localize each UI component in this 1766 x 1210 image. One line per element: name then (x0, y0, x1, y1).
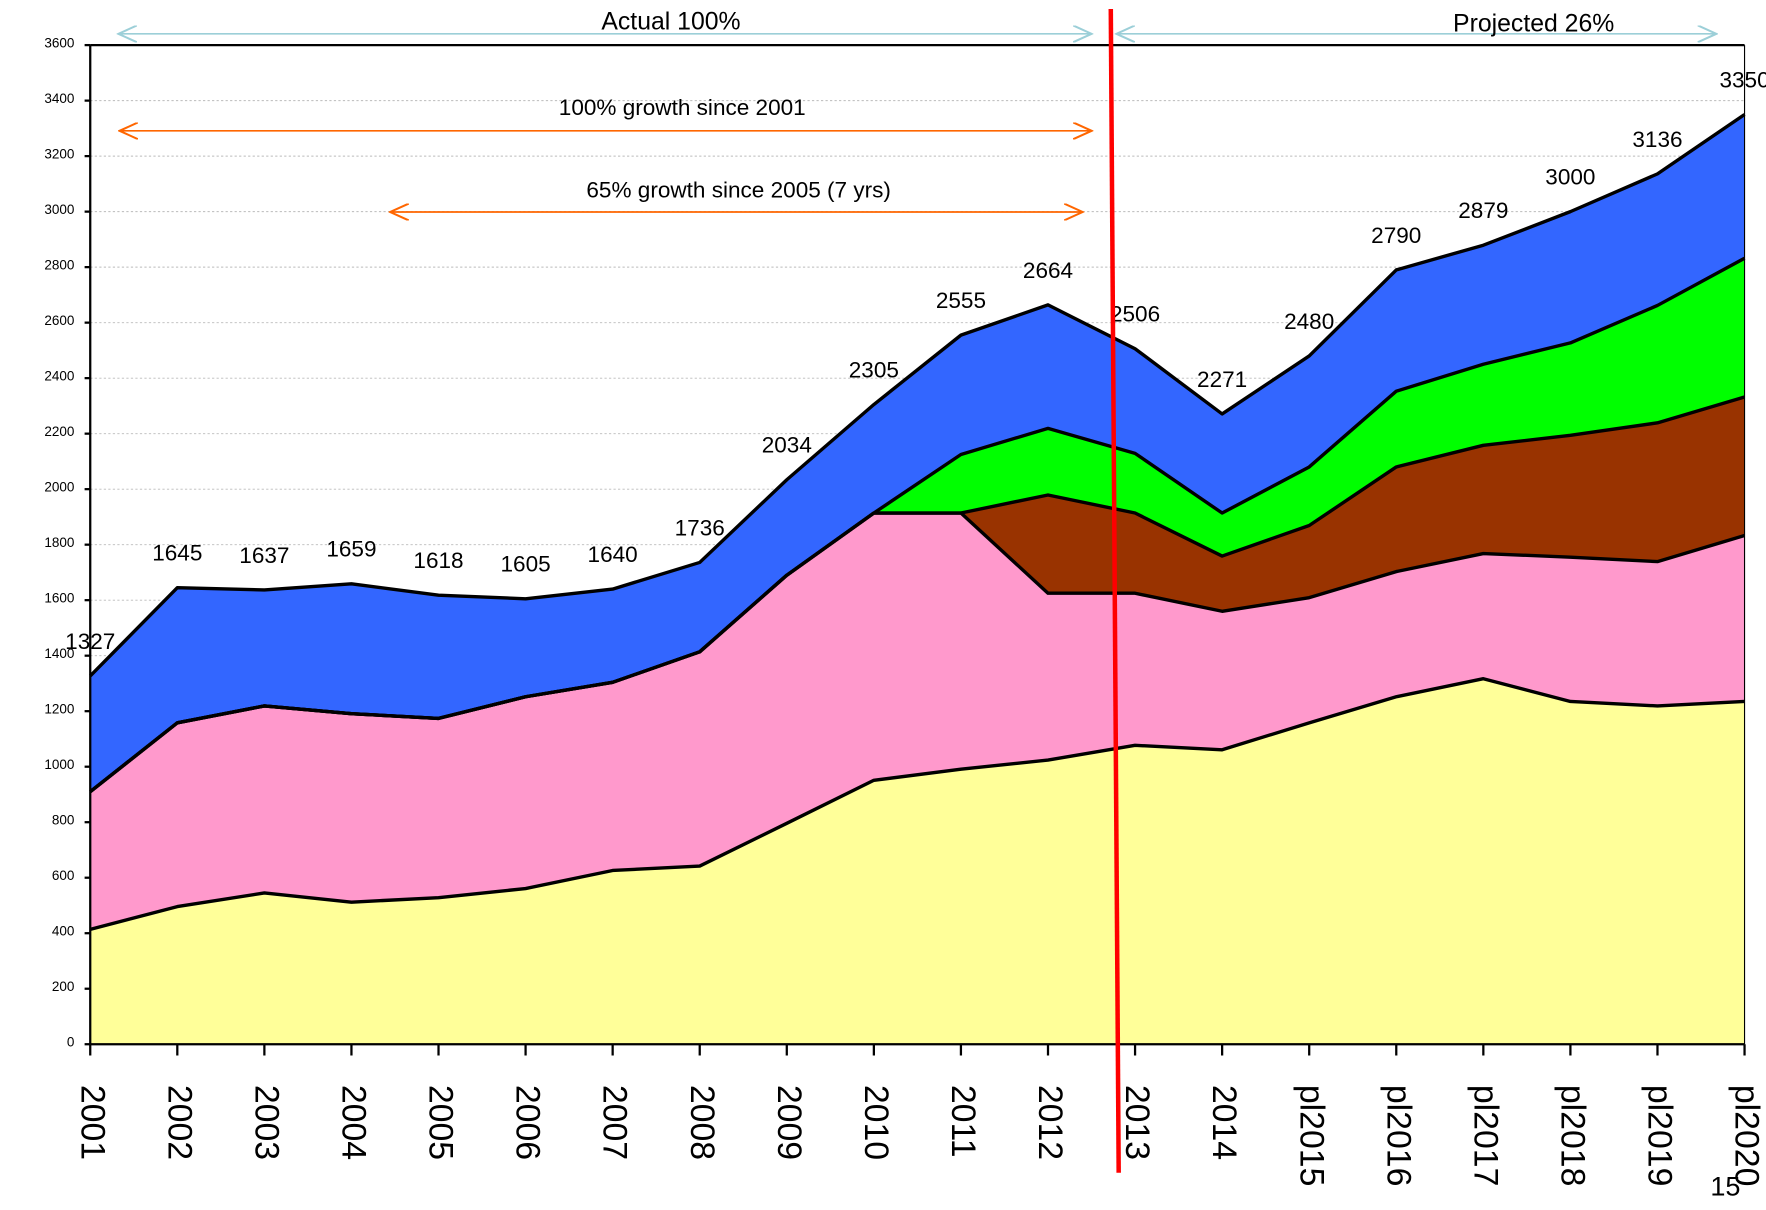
area (90, 114, 1745, 792)
y-tick-label: 3600 (44, 35, 74, 50)
y-tick-label: 1400 (44, 646, 74, 661)
divider-line (1108, 9, 1121, 1173)
y-tick-label: 200 (52, 979, 75, 994)
total-label: 1736 (675, 515, 725, 540)
total-label: 3136 (1632, 127, 1682, 152)
annotation: 65% growth since 2005 (7 yrs) (586, 177, 891, 202)
total-label: 2664 (1023, 258, 1073, 283)
area-edge (89, 256, 1746, 794)
x-tick-label: pl2018 (1553, 1085, 1591, 1187)
total-label: 1637 (239, 543, 289, 568)
total-label: 2790 (1371, 223, 1421, 248)
total-label: 2271 (1197, 367, 1247, 392)
y-tick-label: 2800 (44, 257, 74, 272)
total-label: 2506 (1110, 302, 1160, 327)
total-label: 2034 (762, 433, 812, 458)
annotation: Actual 100% (601, 8, 740, 35)
x-tick-label: pl2017 (1466, 1085, 1504, 1187)
x-tick-label: 2014 (1205, 1085, 1243, 1160)
x-tick-label: 2003 (247, 1085, 285, 1160)
y-tick-label: 600 (52, 868, 75, 883)
total-label: 2879 (1458, 198, 1508, 223)
x-tick-label: pl2015 (1292, 1085, 1330, 1187)
y-tick-label: 2200 (44, 424, 74, 439)
y-tick-label: 400 (52, 923, 75, 938)
total-label: 2480 (1284, 309, 1334, 334)
y-tick-label: 1200 (44, 701, 74, 716)
area-edge (89, 677, 1745, 931)
x-tick-label: 2001 (73, 1085, 111, 1160)
x-tick-label: pl2020 (1728, 1085, 1766, 1187)
x-tick-label: 2006 (509, 1085, 547, 1160)
x-tick-label: 2011 (944, 1085, 982, 1158)
total-label: 1618 (413, 548, 463, 573)
y-tick-label: 1800 (44, 535, 74, 550)
y-tick-label: 3000 (44, 202, 74, 217)
y-tick-label: 2400 (44, 368, 74, 383)
total-label: 1640 (588, 542, 638, 567)
x-tick-label: 2004 (335, 1085, 373, 1160)
total-label: 2555 (936, 288, 986, 313)
area (90, 397, 1745, 792)
total-label: 1645 (152, 541, 202, 566)
annotation: Projected 26% (1453, 11, 1614, 38)
x-tick-label: pl2016 (1379, 1085, 1417, 1187)
page-number: 15 (1710, 1171, 1740, 1201)
annotation: 100% growth since 2001 (559, 95, 806, 120)
y-tick-label: 800 (52, 812, 75, 827)
area-edge (89, 113, 1746, 678)
y-tick-label: 2000 (44, 479, 74, 494)
x-tick-label: 2007 (596, 1085, 634, 1160)
area (90, 678, 1745, 1045)
y-tick-label: 1000 (44, 757, 74, 772)
x-tick-label: 2009 (770, 1085, 808, 1160)
area (90, 513, 1745, 930)
total-label: 3350 (1719, 67, 1766, 92)
x-tick-label: 2002 (160, 1085, 198, 1160)
y-tick-label: 2600 (44, 313, 74, 328)
total-label: 2305 (849, 357, 899, 382)
y-tick-label: 3200 (44, 146, 74, 161)
x-tick-label: 2010 (857, 1085, 895, 1160)
total-label: 1605 (500, 552, 550, 577)
total-label: 1659 (326, 537, 376, 562)
x-tick-label: 2012 (1031, 1085, 1069, 1160)
y-tick-label: 1600 (44, 590, 74, 605)
y-tick-label: 3400 (44, 91, 74, 106)
y-tick-label: 0 (67, 1034, 75, 1049)
total-label: 3000 (1545, 165, 1595, 190)
x-tick-label: 2005 (422, 1085, 460, 1160)
x-tick-label: 2013 (1118, 1085, 1156, 1160)
x-tick-label: 2008 (683, 1085, 721, 1160)
x-tick-label: pl2019 (1641, 1085, 1679, 1187)
